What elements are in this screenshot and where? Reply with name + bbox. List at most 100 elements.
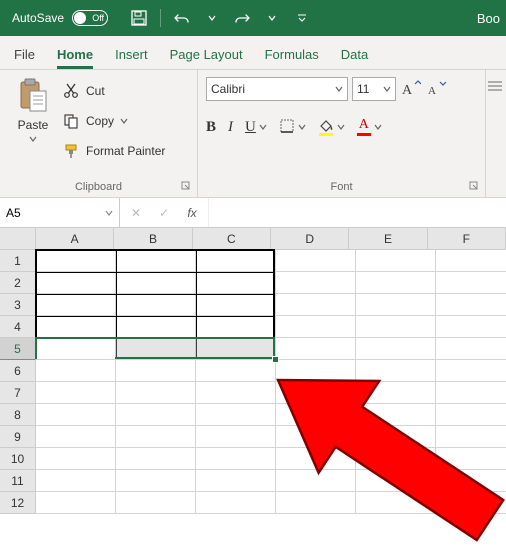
borders-button[interactable] (279, 116, 306, 138)
font-launcher-icon[interactable] (468, 180, 480, 192)
cell[interactable] (276, 272, 356, 294)
cell[interactable] (196, 360, 276, 382)
cell[interactable] (356, 272, 436, 294)
formula-input[interactable] (209, 198, 506, 227)
column-header-D[interactable]: D (271, 228, 349, 250)
copy-dropdown-icon[interactable] (120, 114, 128, 128)
tab-page-layout[interactable]: Page Layout (170, 47, 243, 69)
undo-icon[interactable] (171, 7, 193, 29)
cell[interactable] (36, 294, 116, 316)
column-header-A[interactable]: A (36, 228, 114, 250)
cell[interactable] (276, 338, 356, 360)
cell[interactable] (196, 448, 276, 470)
tab-home[interactable]: Home (57, 47, 93, 69)
tab-formulas[interactable]: Formulas (265, 47, 319, 69)
increase-font-icon[interactable]: A (400, 78, 422, 100)
cell[interactable] (196, 404, 276, 426)
cell[interactable] (356, 294, 436, 316)
cell[interactable] (196, 294, 276, 316)
cell[interactable] (36, 316, 116, 338)
cell[interactable] (356, 404, 436, 426)
tab-file[interactable]: File (14, 47, 35, 69)
cell[interactable] (436, 294, 506, 316)
row-header-7[interactable]: 7 (0, 382, 36, 404)
bold-button[interactable]: B (206, 116, 216, 138)
cell[interactable] (36, 360, 116, 382)
cell[interactable] (276, 382, 356, 404)
cell[interactable] (196, 250, 276, 272)
underline-button[interactable]: U (245, 116, 267, 138)
cell[interactable] (116, 404, 196, 426)
row-header-11[interactable]: 11 (0, 470, 36, 492)
cell[interactable] (276, 492, 356, 514)
cell[interactable] (196, 492, 276, 514)
cell[interactable] (436, 448, 506, 470)
name-box[interactable]: A5 (0, 198, 120, 227)
cell[interactable] (116, 382, 196, 404)
cell[interactable] (276, 316, 356, 338)
cell[interactable] (436, 470, 506, 492)
column-header-B[interactable]: B (114, 228, 192, 250)
fill-handle[interactable] (272, 356, 279, 363)
cell[interactable] (436, 250, 506, 272)
cell[interactable] (436, 382, 506, 404)
cut-button[interactable]: Cut (62, 80, 165, 102)
cell[interactable] (36, 382, 116, 404)
paste-dropdown-icon[interactable] (29, 132, 37, 146)
cell[interactable] (356, 316, 436, 338)
cell[interactable] (356, 360, 436, 382)
font-color-button[interactable]: A (357, 116, 382, 138)
cell[interactable] (36, 404, 116, 426)
redo-dropdown-icon[interactable] (261, 7, 283, 29)
cell[interactable] (436, 404, 506, 426)
fill-color-button[interactable] (318, 116, 345, 138)
column-header-C[interactable]: C (193, 228, 271, 250)
cell[interactable] (436, 338, 506, 360)
enter-icon[interactable]: ✓ (154, 206, 174, 220)
row-header-3[interactable]: 3 (0, 294, 36, 316)
cell[interactable] (436, 360, 506, 382)
cell[interactable] (276, 360, 356, 382)
column-header-E[interactable]: E (349, 228, 427, 250)
active-cell[interactable] (37, 339, 115, 359)
paste-button[interactable]: Paste (8, 76, 58, 162)
clipboard-launcher-icon[interactable] (180, 180, 192, 192)
row-header-2[interactable]: 2 (0, 272, 36, 294)
cell[interactable] (276, 250, 356, 272)
cell[interactable] (196, 470, 276, 492)
customize-qat-icon[interactable] (291, 7, 313, 29)
font-size-combo[interactable]: 11 (352, 77, 396, 101)
decrease-font-icon[interactable]: A (426, 78, 448, 100)
cell[interactable] (276, 294, 356, 316)
save-icon[interactable] (128, 7, 150, 29)
italic-button[interactable]: I (228, 116, 233, 138)
cell[interactable] (36, 426, 116, 448)
cell[interactable] (196, 272, 276, 294)
cell[interactable] (436, 316, 506, 338)
cell[interactable] (276, 448, 356, 470)
cell[interactable] (436, 272, 506, 294)
cell[interactable] (116, 448, 196, 470)
cell[interactable] (356, 492, 436, 514)
row-header-1[interactable]: 1 (0, 250, 36, 272)
row-header-10[interactable]: 10 (0, 448, 36, 470)
select-all-corner[interactable] (0, 228, 36, 250)
cell[interactable] (116, 316, 196, 338)
cell[interactable] (276, 470, 356, 492)
cell[interactable] (356, 426, 436, 448)
cell[interactable] (356, 448, 436, 470)
cell[interactable] (276, 426, 356, 448)
tab-insert[interactable]: Insert (115, 47, 148, 69)
cell[interactable] (116, 272, 196, 294)
row-header-6[interactable]: 6 (0, 360, 36, 382)
cell[interactable] (116, 294, 196, 316)
row-header-12[interactable]: 12 (0, 492, 36, 514)
cell[interactable] (116, 470, 196, 492)
format-painter-button[interactable]: Format Painter (62, 140, 165, 162)
cell[interactable] (356, 382, 436, 404)
autosave-toggle[interactable]: Off (72, 10, 108, 26)
row-header-5[interactable]: 5 (0, 338, 36, 360)
cell[interactable] (196, 316, 276, 338)
column-header-F[interactable]: F (428, 228, 506, 250)
cell[interactable] (356, 338, 436, 360)
